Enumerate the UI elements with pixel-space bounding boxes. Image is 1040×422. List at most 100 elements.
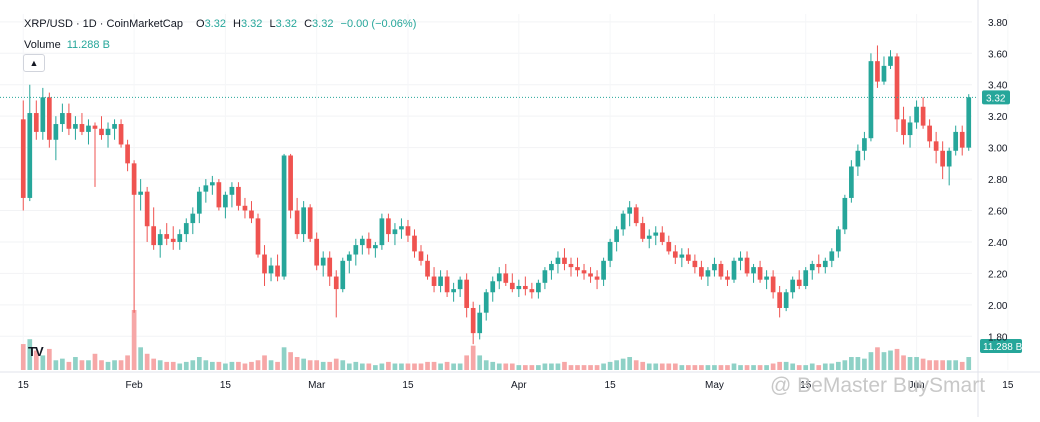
low-label: L [269, 18, 276, 30]
candle-body [157, 234, 163, 246]
volume-bar [770, 363, 776, 370]
volume-bar [170, 361, 176, 370]
candle-body [66, 113, 72, 129]
volume-bar [620, 358, 626, 370]
x-tick-label: Feb [125, 380, 143, 391]
volume-bar [288, 352, 293, 370]
candle [470, 301, 476, 345]
candle-body [894, 56, 900, 120]
last-price-line: 3.32 11.288 B [0, 90, 1023, 353]
candle-body [881, 65, 887, 82]
candle-body [242, 205, 248, 211]
candle [359, 235, 365, 255]
volume-bar [118, 360, 124, 370]
volume-bar [953, 360, 959, 370]
volume-bar [457, 363, 463, 370]
candle-body [399, 226, 404, 230]
candle-body [125, 144, 130, 164]
candle-body [386, 218, 391, 235]
candle [464, 273, 470, 318]
volume-bar [842, 360, 848, 370]
volume-bar [66, 361, 72, 370]
candle [307, 204, 313, 242]
candle-body [470, 307, 476, 334]
candle [242, 197, 248, 219]
candle-body [568, 263, 574, 268]
candle [118, 119, 124, 148]
candle-body [809, 263, 815, 271]
candle [210, 175, 215, 195]
x-tick-label: May [705, 380, 724, 391]
candle [875, 45, 880, 88]
volume-bar [268, 360, 274, 370]
x-tick-label: 15 [800, 380, 812, 391]
volume-bar [633, 360, 639, 370]
volume-bar [646, 363, 652, 370]
volume-bar [855, 357, 861, 370]
volume-label: Volume [24, 39, 61, 51]
volume-bar [53, 360, 59, 370]
candle [568, 257, 574, 277]
candle-body [490, 281, 496, 293]
candle-body [966, 97, 972, 148]
x-tick-label: 15 [220, 380, 232, 391]
candle [862, 131, 867, 161]
candle [653, 226, 659, 246]
candle-body [412, 235, 417, 252]
candle-body [190, 213, 196, 224]
collapse-legend-button[interactable]: ▲ [23, 54, 45, 72]
candle-body [536, 282, 541, 293]
candle-body [444, 276, 450, 293]
candle [496, 267, 502, 290]
volume-bar [933, 360, 939, 370]
volume-bar [327, 361, 333, 370]
volume-bar [399, 363, 404, 370]
volume-bar [73, 357, 78, 370]
candle-body [229, 186, 235, 195]
candle [105, 122, 111, 148]
candle-body [92, 125, 98, 129]
y-tick-label: 2.80 [988, 175, 1008, 186]
candle-body [294, 210, 300, 235]
candle-body [653, 232, 659, 236]
candle-body [607, 241, 613, 261]
volume-bar [796, 365, 802, 370]
volume-bar [568, 365, 574, 370]
candle-body [920, 106, 926, 126]
candle [777, 285, 782, 318]
candle [627, 201, 633, 227]
candle [640, 216, 646, 242]
candle-body [177, 234, 183, 242]
candle [183, 218, 189, 242]
volume-bar [294, 357, 300, 370]
volume-bar [223, 363, 228, 370]
candle-body [105, 128, 111, 136]
volume-bar [464, 355, 470, 370]
tradingview-logo[interactable]: TV [28, 344, 44, 359]
volume-bar [177, 363, 183, 370]
candle-body [907, 122, 913, 136]
candle-body [33, 113, 39, 132]
candle-body [236, 186, 241, 206]
candle [672, 245, 678, 264]
candle [927, 119, 932, 148]
volume-bar [353, 361, 359, 370]
volume-bar [712, 365, 717, 370]
y-tick-label: 3.80 [988, 18, 1008, 29]
candle [92, 122, 98, 187]
candle [151, 207, 157, 250]
candle [438, 270, 443, 293]
candle [66, 103, 72, 136]
candle-body [457, 279, 463, 290]
candle [946, 147, 952, 186]
volume-bar [640, 361, 646, 370]
candle [490, 276, 496, 302]
candle [933, 131, 939, 164]
candle-body [699, 267, 704, 277]
volume-bar [881, 352, 887, 370]
volume-bar [86, 360, 91, 370]
volume-bar [359, 363, 365, 370]
volume-value: 11.288 B [66, 39, 110, 51]
